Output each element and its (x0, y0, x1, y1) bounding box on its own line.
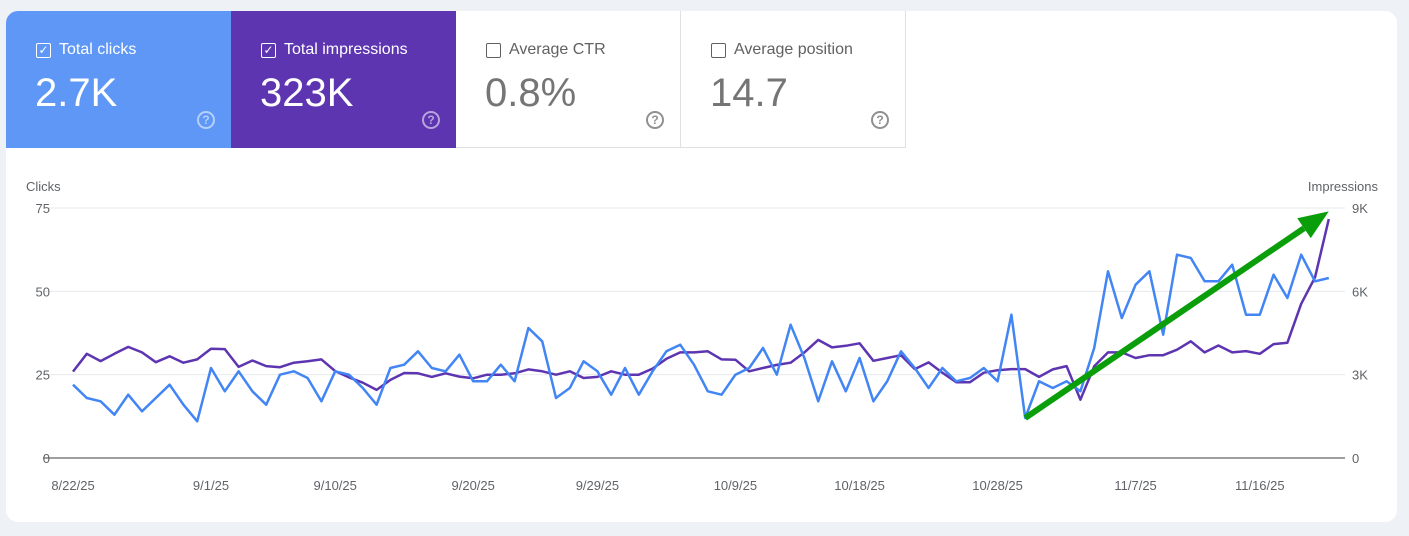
impressions-series-line (72, 218, 1331, 401)
metric-value: 14.7 (710, 71, 788, 115)
metric-tile-average-position[interactable]: Average position 14.7 ? (681, 11, 906, 148)
right-tick-label: 9K (1352, 201, 1368, 216)
metric-label: Total clicks (59, 41, 137, 58)
left-tick-label: 75 (36, 201, 50, 216)
trend-arrow-head-icon (1297, 211, 1329, 239)
metric-label: Total impressions (284, 41, 408, 58)
x-tick-label: 11/7/25 (1114, 478, 1156, 493)
left-tick-label: 25 (36, 368, 50, 383)
right-tick-label: 0 (1352, 451, 1359, 466)
x-tick-label: 8/22/25 (51, 478, 94, 493)
help-circle-icon[interactable]: ? (422, 111, 440, 129)
checkbox-icon[interactable]: ✓ (261, 42, 276, 58)
metric-value: 2.7K (35, 71, 118, 115)
metric-tile-average-ctr[interactable]: Average CTR 0.8% ? (456, 11, 681, 148)
checkbox-icon[interactable] (711, 42, 726, 58)
checkbox-icon[interactable]: ✓ (36, 42, 51, 58)
right-tick-label: 6K (1352, 284, 1368, 299)
x-tick-label: 10/18/25 (834, 478, 885, 493)
help-circle-icon[interactable]: ? (646, 111, 664, 129)
x-tick-label: 11/16/25 (1235, 478, 1285, 493)
metric-tile-total-clicks[interactable]: ✓ Total clicks 2.7K ? (6, 11, 231, 148)
performance-card: ✓ Total clicks 2.7K ? ✓ Total impressions … (6, 11, 1397, 522)
left-tick-label: 50 (36, 284, 50, 299)
metric-tile-total-impressions[interactable]: ✓ Total impressions 323K ? (231, 11, 456, 148)
checkbox-icon[interactable] (486, 42, 501, 58)
right-axis-label: Impressions (1308, 179, 1379, 194)
right-tick-label: 3K (1352, 368, 1368, 383)
left-tick-label: 0 (43, 451, 50, 466)
left-axis-label: Clicks (26, 179, 61, 194)
x-tick-label: 9/10/25 (314, 478, 357, 493)
help-circle-icon[interactable]: ? (197, 111, 215, 129)
x-tick-label: 9/20/25 (452, 478, 495, 493)
x-tick-label: 9/1/25 (193, 478, 229, 493)
help-circle-icon[interactable]: ? (871, 111, 889, 129)
trend-arrow-shaft (1023, 225, 1306, 421)
metric-value: 0.8% (485, 71, 577, 115)
metric-value: 323K (260, 71, 354, 115)
metric-label: Average position (734, 41, 853, 58)
x-tick-label: 9/29/25 (576, 478, 619, 493)
x-tick-label: 10/9/25 (714, 478, 757, 493)
metric-label: Average CTR (509, 41, 606, 58)
clicks-series-line (72, 253, 1330, 423)
x-tick-label: 10/28/25 (972, 478, 1023, 493)
